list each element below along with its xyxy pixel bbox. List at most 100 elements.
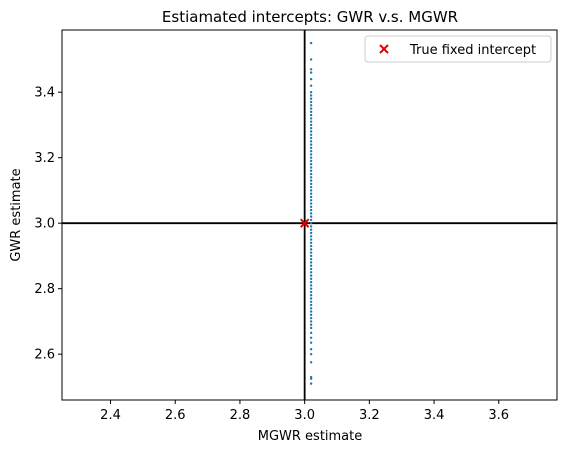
y-tick-label: 3.4 (34, 86, 55, 101)
estimate-point (309, 313, 313, 317)
estimate-point (309, 254, 313, 258)
x-tick-label: 3.0 (294, 408, 315, 423)
reference-lines (62, 30, 557, 400)
estimate-point (309, 179, 313, 182)
y-axis-label: GWR estimate (9, 168, 24, 261)
estimate-point (309, 189, 313, 192)
estimate-point (309, 284, 313, 287)
x-tick-label: 2.6 (165, 408, 186, 423)
estimate-point (309, 290, 313, 294)
estimate-point (309, 182, 313, 186)
y-tick-label: 2.8 (34, 282, 55, 297)
y-tick-label: 3.0 (34, 217, 55, 232)
estimate-point (309, 294, 313, 297)
x-tick-label: 2.4 (100, 408, 121, 423)
estimate-point (309, 202, 313, 205)
estimate-point (309, 172, 313, 176)
estimate-point (309, 348, 313, 351)
x-axis-ticks: 2.4 2.6 2.8 3.0 3.2 3.4 3.6 (100, 400, 509, 423)
estimate-point (309, 199, 313, 202)
x-tick-label: 3.4 (424, 408, 445, 423)
y-tick-label: 3.2 (34, 151, 55, 166)
y-tick-label: 2.6 (34, 348, 55, 363)
estimate-point (309, 316, 313, 320)
estimate-point (309, 251, 313, 254)
y-axis-ticks: 2.6 2.8 3.0 3.2 3.4 (34, 86, 62, 363)
estimate-point (309, 341, 313, 344)
estimate-point (309, 221, 313, 225)
estimate-point (309, 149, 313, 153)
estimate-point (309, 215, 313, 218)
legend-label: True fixed intercept (409, 43, 536, 58)
estimate-point (309, 166, 313, 169)
x-marker-stroke (379, 44, 389, 54)
estimate-point (309, 267, 313, 271)
estimate-point (309, 192, 313, 195)
estimate-point (309, 169, 313, 172)
estimate-point (309, 104, 313, 107)
estimate-point (309, 310, 313, 313)
estimate-point (309, 140, 313, 143)
estimate-point (309, 375, 313, 379)
x-tick-label: 3.6 (488, 408, 509, 423)
legend-x-marker (379, 44, 389, 54)
estimate-point (309, 153, 313, 156)
estimate-point (309, 120, 313, 123)
estimate-point (309, 336, 313, 339)
estimate-point (309, 361, 313, 364)
estimate-point (309, 326, 313, 330)
x-tick-label: 3.2 (359, 408, 380, 423)
estimate-point (309, 238, 313, 241)
estimate-point (309, 235, 313, 238)
estimate-point (309, 382, 313, 385)
legend-box (364, 35, 552, 63)
x-tick-label: 2.8 (230, 408, 251, 423)
estimate-point (309, 146, 313, 150)
estimate-point (309, 117, 313, 120)
x-axis-label: MGWR estimate (258, 429, 363, 444)
legend-marker-x-icon (379, 44, 389, 54)
estimate-point (309, 258, 313, 261)
estimate-point (309, 225, 313, 228)
estimate-point (309, 195, 313, 199)
estimate-point (309, 352, 313, 356)
estimate-point (309, 274, 313, 277)
estimate-point (309, 185, 313, 189)
estimate-point (309, 123, 313, 127)
estimate-point (309, 71, 313, 74)
estimate-point (309, 264, 313, 267)
estimate-point (309, 303, 313, 307)
estimate-point (309, 331, 313, 335)
plot-area (62, 30, 557, 400)
estimate-point (309, 248, 313, 251)
data-points (299, 41, 313, 385)
estimate-point (309, 287, 313, 290)
estimate-point (309, 323, 313, 326)
estimate-point (309, 228, 313, 231)
estimate-point (309, 307, 313, 310)
estimate-point (309, 127, 313, 130)
estimate-point (309, 143, 313, 146)
estimate-point (309, 261, 313, 264)
estimate-point (309, 136, 313, 140)
estimate-point (309, 107, 313, 110)
estimate-point (309, 91, 313, 94)
plot-frame (61, 29, 558, 401)
estimate-point (309, 277, 313, 281)
estimate-point (309, 113, 313, 117)
estimate-point (309, 133, 313, 136)
estimate-point (309, 271, 313, 274)
estimate-point (309, 77, 313, 81)
estimate-point (309, 68, 313, 71)
estimate-point (309, 231, 313, 235)
estimate-point (309, 176, 313, 179)
estimate-point (309, 300, 313, 303)
estimate-point (309, 159, 313, 163)
estimate-point (309, 110, 313, 114)
estimate-point (309, 156, 313, 159)
estimate-point (309, 97, 313, 100)
estimate-point (309, 212, 313, 215)
estimate-point (309, 320, 313, 323)
estimate-point (309, 208, 313, 212)
